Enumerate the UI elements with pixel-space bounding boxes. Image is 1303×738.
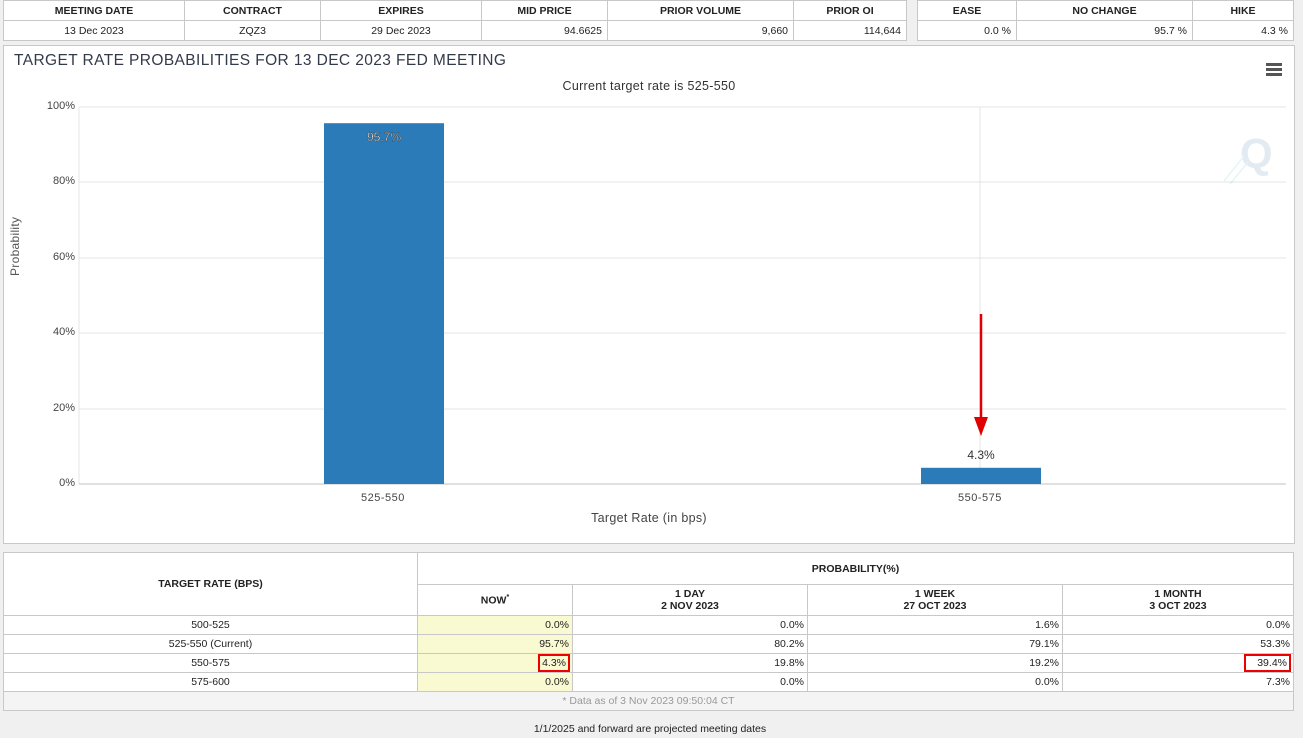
now-cell: 95.7% xyxy=(417,634,573,654)
x-tick-label: 550-575 xyxy=(958,492,1002,504)
svg-text:Q: Q xyxy=(1240,130,1273,177)
probability-chart: TARGET RATE PROBABILITIES FOR 13 DEC 202… xyxy=(3,45,1295,544)
meeting-info-table: MEETING DATE CONTRACT EXPIRES MID PRICE … xyxy=(3,0,907,41)
header-mid-price: MID PRICE xyxy=(481,0,608,21)
day-cell: 0.0% xyxy=(572,615,808,635)
rate-cell: 575-600 xyxy=(3,672,418,692)
chart-subtitle: Current target rate is 525-550 xyxy=(562,79,736,93)
data-label: 4.3% xyxy=(967,448,995,462)
gridlines xyxy=(78,106,1286,485)
header-1-month: 1 MONTH 3 OCT 2023 xyxy=(1062,584,1294,616)
hike-value: 4.3 % xyxy=(1192,20,1294,41)
day-cell: 80.2% xyxy=(572,634,808,654)
watermark-logo: Q xyxy=(1223,130,1273,185)
day-cell: 0.0% xyxy=(572,672,808,692)
month-cell: 0.0% xyxy=(1062,615,1294,635)
mid-price-value: 94.6625 xyxy=(481,20,608,41)
now-cell: 0.0% xyxy=(417,615,573,635)
table-row: 575-600 0.0% 0.0% 0.0% 7.3% xyxy=(3,672,1294,692)
header-expires: EXPIRES xyxy=(320,0,482,21)
y-tick: 40% xyxy=(52,326,75,338)
y-tick: 60% xyxy=(52,251,75,263)
month-cell-highlighted: 39.4% xyxy=(1062,653,1294,673)
data-asof-note: * Data as of 3 Nov 2023 09:50:04 CT xyxy=(3,691,1294,711)
header-1-day: 1 DAY 2 NOV 2023 xyxy=(572,584,808,616)
header-prior-volume: PRIOR VOLUME xyxy=(607,0,794,21)
data-label: 95.7% xyxy=(367,130,401,144)
chart-plot-area: Q 95.7% 4.3% xyxy=(78,106,1286,485)
y-tick: 80% xyxy=(52,175,75,187)
header-1-week: 1 WEEK 27 OCT 2023 xyxy=(807,584,1063,616)
table-row: 550-575 4.3% 19.8% 19.2% 39.4% xyxy=(3,653,1294,673)
header-meeting-date: MEETING DATE xyxy=(3,0,185,21)
rate-cell: 550-575 xyxy=(3,653,418,673)
day-cell: 19.8% xyxy=(572,653,808,673)
prior-oi-value: 114,644 xyxy=(793,20,907,41)
probability-table: TARGET RATE (BPS) PROBABILITY(%) NOW* 1 … xyxy=(3,552,1294,711)
chart-menu-icon[interactable] xyxy=(1266,63,1282,76)
week-cell: 1.6% xyxy=(807,615,1063,635)
contract-value: ZQZ3 xyxy=(184,20,321,41)
meeting-date-value: 13 Dec 2023 xyxy=(3,20,185,41)
rate-cell: 525-550 (Current) xyxy=(3,634,418,654)
header-now: NOW* xyxy=(417,584,573,616)
header-prior-oi: PRIOR OI xyxy=(793,0,907,21)
projected-dates-note: 1/1/2025 and forward are projected meeti… xyxy=(533,723,767,735)
header-hike: HIKE xyxy=(1192,0,1294,21)
chart-title: TARGET RATE PROBABILITIES FOR 13 DEC 202… xyxy=(14,52,507,69)
table-row: 525-550 (Current) 95.7% 80.2% 79.1% 53.3… xyxy=(3,634,1294,654)
prior-volume-value: 9,660 xyxy=(607,20,794,41)
header-contract: CONTRACT xyxy=(184,0,321,21)
now-cell-highlighted: 4.3% xyxy=(417,653,573,673)
rate-cell: 500-525 xyxy=(3,615,418,635)
y-tick: 20% xyxy=(52,402,75,414)
x-tick-label: 525-550 xyxy=(361,492,405,504)
header-target-rate: TARGET RATE (BPS) xyxy=(3,552,418,616)
week-cell: 19.2% xyxy=(807,653,1063,673)
table-row: 500-525 0.0% 0.0% 1.6% 0.0% xyxy=(3,615,1294,635)
now-cell: 0.0% xyxy=(417,672,573,692)
no-change-value: 95.7 % xyxy=(1016,20,1193,41)
annotation-arrow xyxy=(974,314,988,436)
header-no-change: NO CHANGE xyxy=(1016,0,1193,21)
week-cell: 79.1% xyxy=(807,634,1063,654)
y-tick: 100% xyxy=(46,100,75,112)
week-cell: 0.0% xyxy=(807,672,1063,692)
header-probability: PROBABILITY(%) xyxy=(417,552,1294,585)
y-tick: 0% xyxy=(59,477,75,489)
bar-550-575[interactable] xyxy=(921,467,1041,484)
ease-value: 0.0 % xyxy=(917,20,1017,41)
x-axis-label: Target Rate (in bps) xyxy=(591,511,707,525)
bar-525-550[interactable] xyxy=(324,123,444,484)
month-cell: 7.3% xyxy=(1062,672,1294,692)
month-cell: 53.3% xyxy=(1062,634,1294,654)
header-ease: EASE xyxy=(917,0,1017,21)
probability-summary-table: EASE NO CHANGE HIKE 0.0 % 95.7 % 4.3 % xyxy=(917,0,1294,41)
expires-value: 29 Dec 2023 xyxy=(320,20,482,41)
